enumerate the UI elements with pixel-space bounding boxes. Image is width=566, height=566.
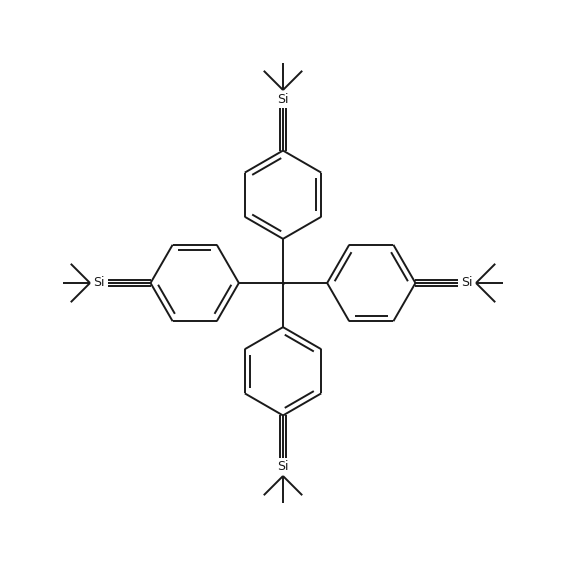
Text: Si: Si — [277, 93, 289, 105]
Text: Si: Si — [93, 277, 105, 289]
Text: Si: Si — [461, 277, 473, 289]
Text: Si: Si — [277, 461, 289, 473]
